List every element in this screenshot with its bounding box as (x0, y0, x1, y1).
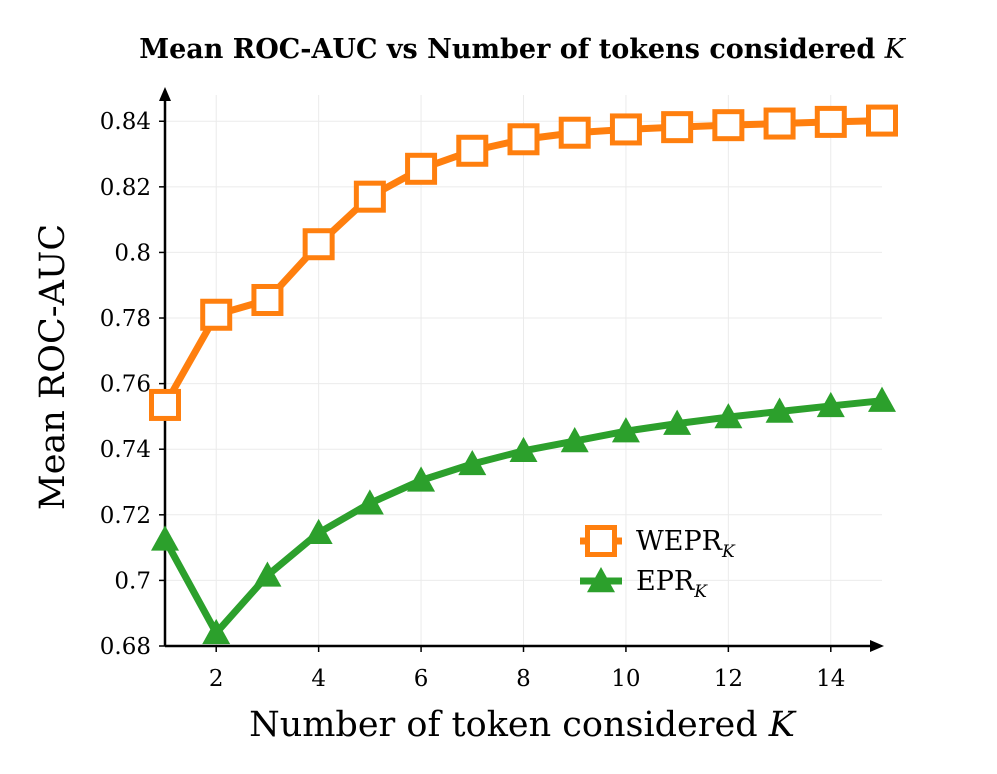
series-wepr-point (609, 113, 642, 146)
y-axis-label: Mean ROC-AUC (33, 224, 73, 510)
series-epr-point (765, 397, 794, 423)
x-tick-label: 14 (816, 666, 845, 692)
x-tick-label: 12 (714, 666, 743, 692)
series-epr-point (663, 409, 692, 435)
chart-title-variable: K (884, 34, 907, 65)
series-wepr-point (507, 123, 540, 156)
x-axis-label-text: Number of token considered (249, 705, 758, 745)
x-axis-arrow (870, 640, 884, 652)
legend-item-wepr: WEPRK (580, 525, 736, 562)
y-tick-label: 0.68 (100, 634, 151, 660)
x-tick-label: 6 (414, 666, 429, 692)
series-epr-point (560, 427, 589, 453)
series-epr-point (714, 403, 743, 429)
series-wepr-point (763, 107, 796, 140)
y-axis-arrow (159, 87, 171, 101)
series-epr-point (458, 449, 487, 476)
legend-label-name: WEPR (636, 526, 723, 557)
y-axis-ticks: 0.68 0.7 0.72 0.74 0.76 0.78 0.8 0.82 0.84 (100, 109, 165, 660)
x-axis-ticks: 2 4 6 8 10 12 14 (209, 646, 845, 692)
legend-label-subscript: K (693, 582, 708, 602)
series-wepr-point (712, 109, 745, 142)
series-wepr-point (456, 134, 489, 167)
series-epr-point (355, 489, 384, 515)
x-tick-label: 8 (516, 666, 531, 692)
y-tick-label: 0.78 (100, 306, 151, 332)
legend-marker (587, 567, 615, 593)
legend-label: EPRK (636, 566, 708, 602)
x-tick-label: 10 (611, 666, 640, 692)
x-axis-label-variable: K (768, 705, 797, 745)
y-tick-label: 0.72 (100, 503, 151, 529)
y-tick-label: 0.76 (100, 372, 151, 398)
series-wepr-point (661, 111, 694, 144)
series-wepr-point (200, 298, 233, 331)
grid-lines (165, 95, 882, 647)
series-layer (149, 104, 898, 645)
y-tick-label: 0.82 (100, 175, 151, 201)
series-wepr (149, 104, 898, 421)
x-axis-label: Number of token considered K (249, 705, 797, 745)
series-wepr-point (149, 388, 181, 421)
legend-label-subscript: K (721, 542, 736, 562)
series-wepr-point (866, 104, 898, 137)
series-wepr-point (251, 283, 284, 316)
series-epr-point (611, 417, 640, 443)
series-epr-point (868, 386, 896, 412)
series-epr-point (202, 618, 231, 645)
legend-item-epr: EPRK (580, 566, 708, 602)
series-epr-point (509, 436, 538, 463)
legend-label: WEPRK (636, 526, 736, 562)
series-wepr-point (302, 228, 335, 261)
chart-title: Mean ROC-AUC vs Number of tokens conside… (139, 34, 906, 65)
series-epr-point (151, 525, 179, 551)
legend-marker (585, 525, 617, 557)
series-epr-point (816, 391, 845, 418)
chart-title-text: Mean ROC-AUC vs Number of tokens conside… (139, 34, 875, 65)
series-epr-point (304, 518, 333, 545)
series-wepr-point (558, 116, 591, 149)
y-tick-label: 0.7 (114, 568, 151, 594)
legend-label-name: EPR (636, 566, 695, 597)
series-wepr-point (405, 152, 438, 185)
x-tick-label: 2 (209, 666, 224, 692)
y-tick-label: 0.84 (100, 109, 151, 135)
series-epr-point (407, 466, 436, 492)
series-wepr-point (353, 180, 386, 213)
series-epr (151, 386, 896, 645)
x-tick-label: 4 (311, 666, 326, 692)
y-tick-label: 0.8 (114, 240, 151, 266)
series-wepr-point (814, 105, 847, 138)
series-epr-point (253, 561, 282, 587)
y-tick-label: 0.74 (100, 437, 151, 463)
